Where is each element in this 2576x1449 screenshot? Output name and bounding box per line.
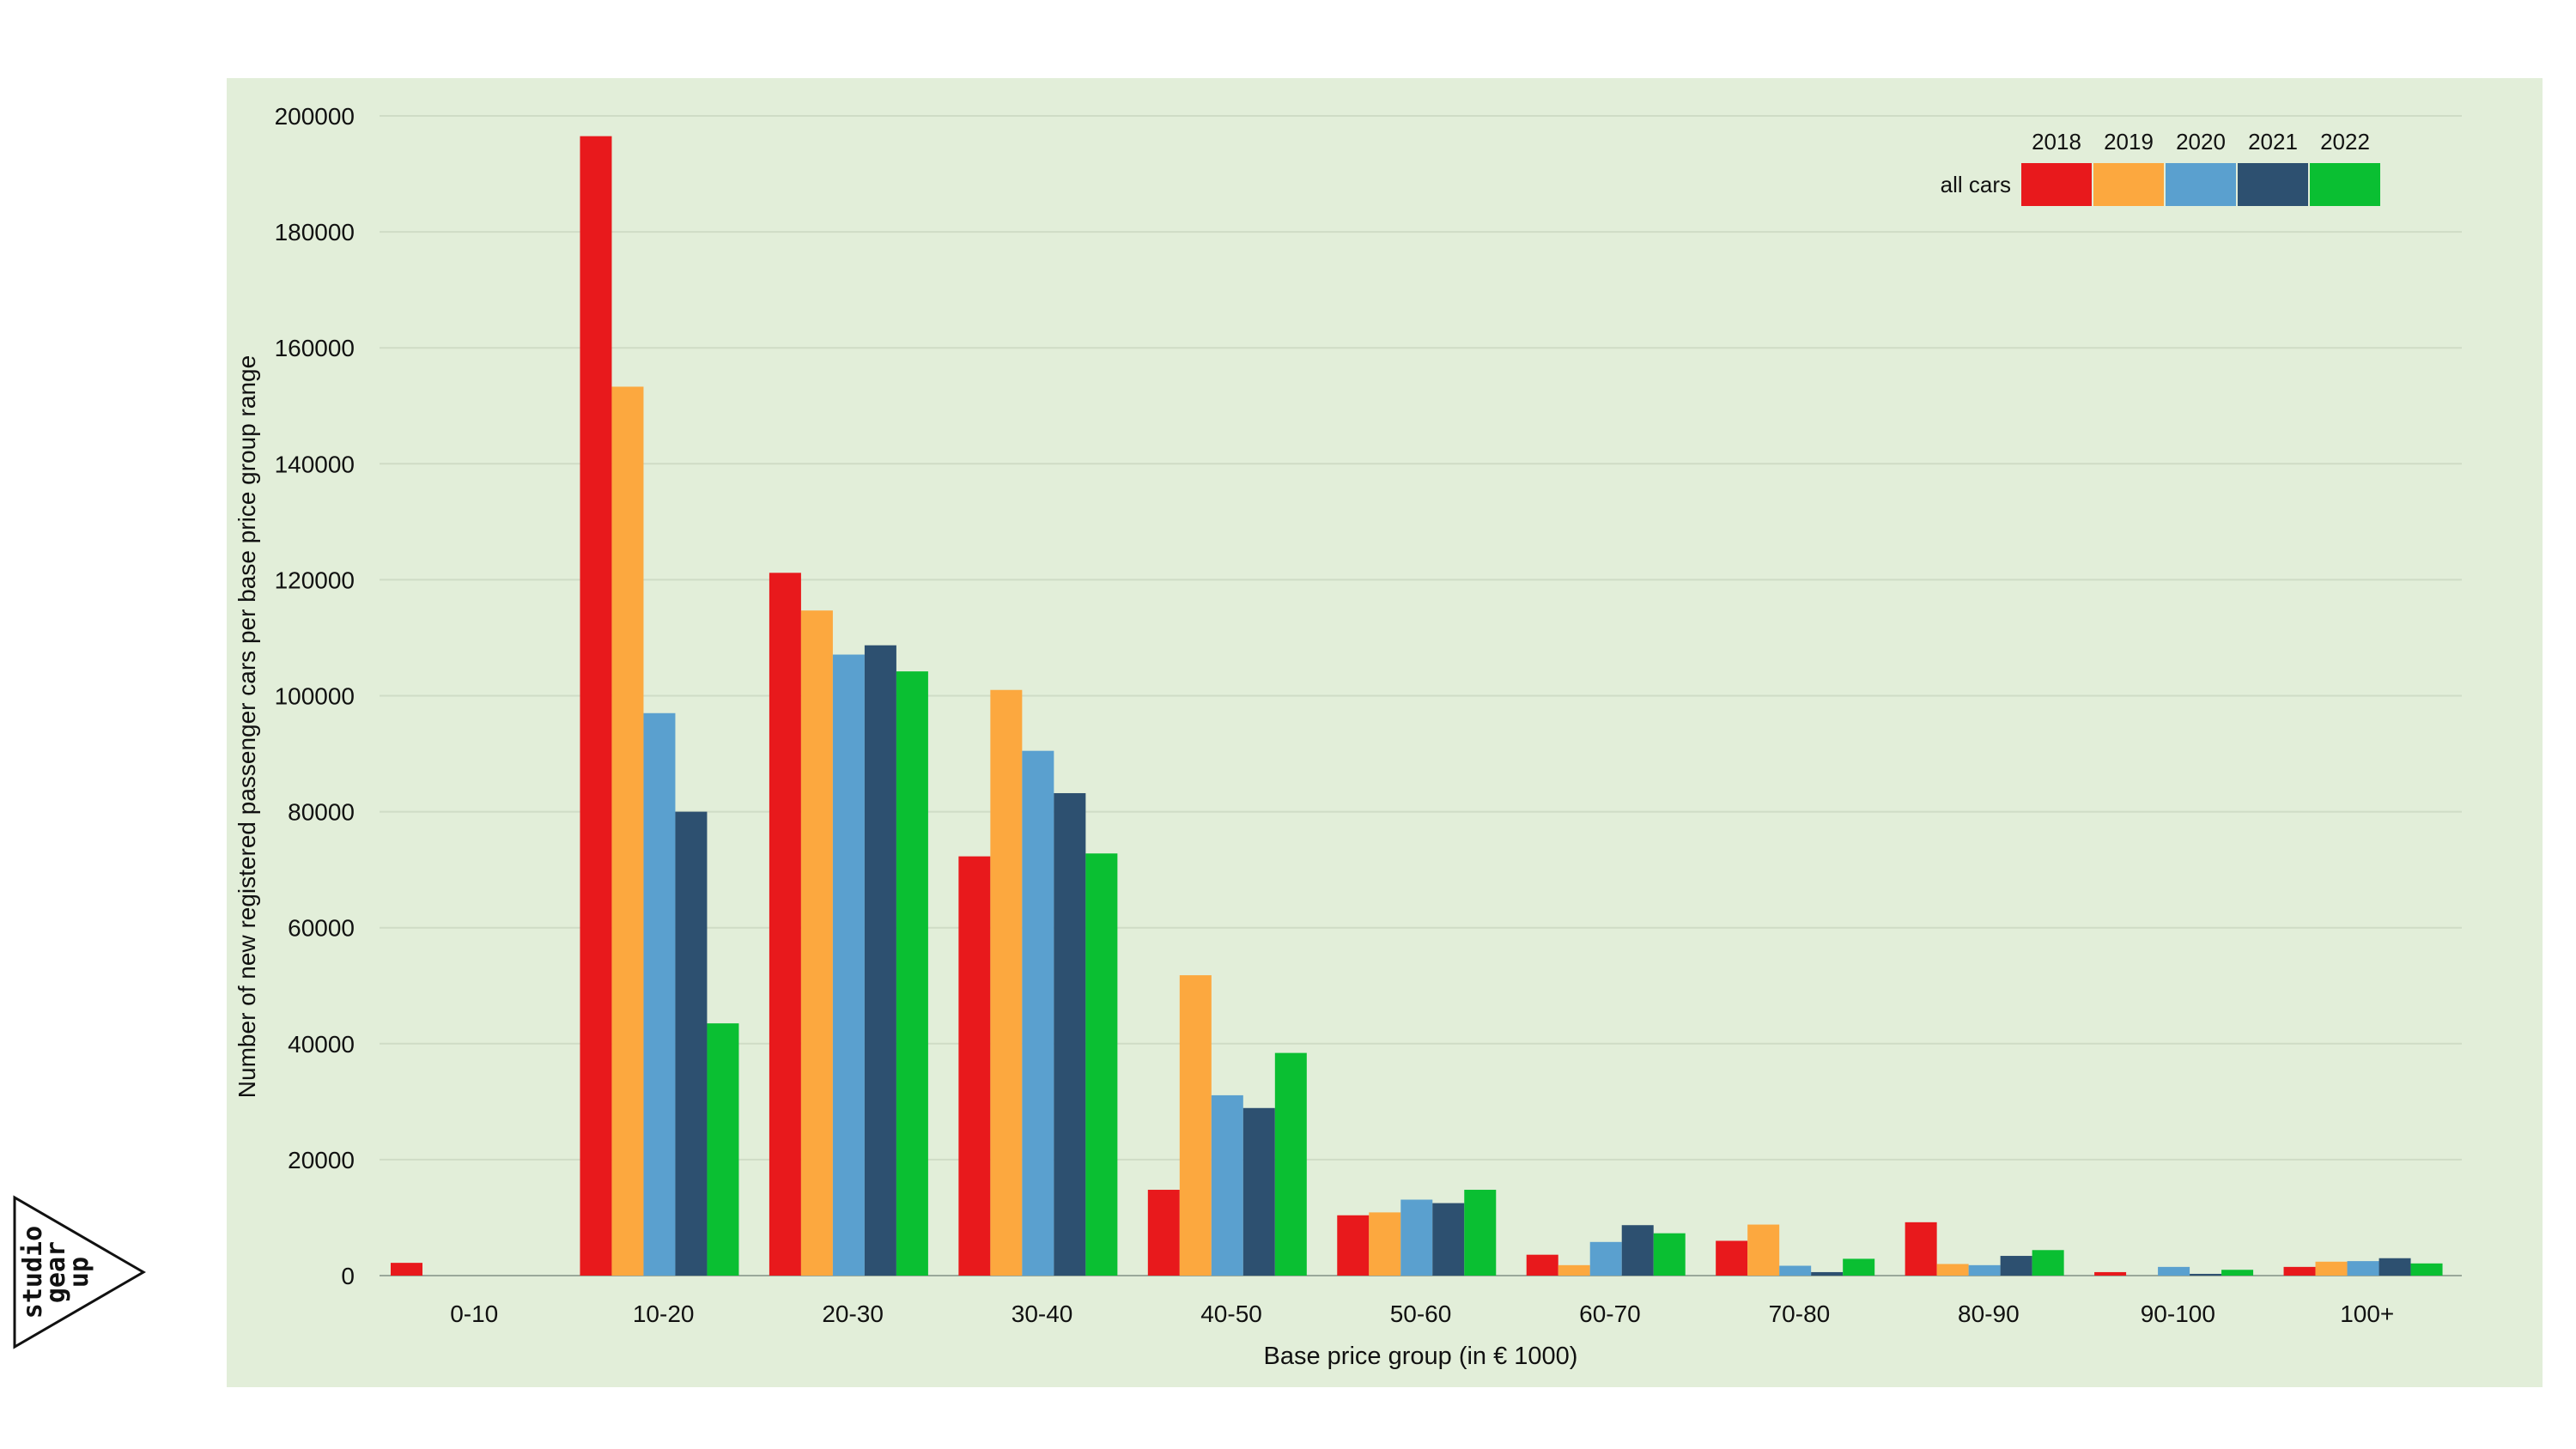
bar-2018-20-30 bbox=[769, 573, 801, 1276]
y-tick-label: 0 bbox=[341, 1263, 355, 1289]
y-tick-label: 20000 bbox=[288, 1147, 355, 1173]
bar-2021-10-20 bbox=[675, 811, 708, 1276]
bar-2018-60-70 bbox=[1526, 1254, 1558, 1276]
bar-2019-100+ bbox=[2315, 1261, 2348, 1276]
x-tick-label: 100+ bbox=[2340, 1300, 2394, 1327]
bar-2021-80-90 bbox=[2000, 1256, 2032, 1276]
y-tick-label: 160000 bbox=[275, 335, 355, 361]
bar-2018-0-10 bbox=[391, 1263, 422, 1276]
bar-2019-80-90 bbox=[1936, 1264, 1969, 1276]
legend-swatch-2022 bbox=[2310, 163, 2380, 206]
bar-2021-20-30 bbox=[864, 645, 896, 1276]
y-tick-label: 80000 bbox=[288, 799, 355, 826]
chart-panel: 0 20000 40000 60000 80000 100000 120000 140000 1… bbox=[227, 78, 2543, 1387]
legend-swatch-2020 bbox=[2166, 163, 2236, 206]
y-tick-label: 180000 bbox=[275, 219, 355, 246]
bar-2021-40-50 bbox=[1242, 1107, 1275, 1276]
bar-2022-100+ bbox=[2410, 1263, 2443, 1276]
bar-2018-10-20 bbox=[580, 136, 612, 1276]
bar-chart: 0 20000 40000 60000 80000 100000 120000 140000 1… bbox=[234, 103, 2462, 1370]
bar-2019-50-60 bbox=[1369, 1212, 1401, 1276]
bar-2018-30-40 bbox=[958, 856, 991, 1276]
bar-2022-10-20 bbox=[707, 1023, 739, 1276]
y-axis-title: Number of new registered passenger cars … bbox=[234, 355, 260, 1098]
bar-2022-30-40 bbox=[1085, 853, 1118, 1276]
bar-2021-90-100 bbox=[2190, 1273, 2222, 1276]
legend-year-label: 2020 bbox=[2176, 129, 2226, 155]
y-tick-label: 200000 bbox=[275, 103, 355, 130]
bar-2022-50-60 bbox=[1464, 1190, 1497, 1276]
x-tick-label: 10-20 bbox=[633, 1300, 695, 1327]
bar-2018-70-80 bbox=[1716, 1240, 1748, 1276]
legend-swatch-2019 bbox=[2093, 163, 2164, 206]
legend-swatch-2021 bbox=[2238, 163, 2308, 206]
bar-2021-100+ bbox=[2379, 1258, 2411, 1276]
bar-2019-30-40 bbox=[990, 689, 1023, 1276]
bar-2020-90-100 bbox=[2158, 1266, 2190, 1276]
bar-2018-40-50 bbox=[1147, 1190, 1180, 1276]
bar-2022-40-50 bbox=[1274, 1052, 1307, 1276]
bar-2019-40-50 bbox=[1179, 975, 1212, 1276]
bar-2021-50-60 bbox=[1432, 1203, 1465, 1276]
y-tick-label: 40000 bbox=[288, 1031, 355, 1058]
legend-row-label: all cars bbox=[1941, 172, 2011, 197]
x-tick-label: 90-100 bbox=[2141, 1300, 2215, 1327]
legend-year-label: 2018 bbox=[2032, 129, 2081, 155]
x-tick-label: 0-10 bbox=[450, 1300, 498, 1327]
bar-2021-60-70 bbox=[1621, 1225, 1654, 1276]
x-tick-label: 70-80 bbox=[1769, 1300, 1831, 1327]
y-tick-label: 100000 bbox=[275, 683, 355, 710]
y-tick-label: 140000 bbox=[275, 451, 355, 477]
legend-year-label: 2022 bbox=[2320, 129, 2370, 155]
bar-2022-70-80 bbox=[1843, 1258, 1875, 1276]
bar-2021-70-80 bbox=[1811, 1271, 1844, 1276]
x-axis-title: Base price group (in € 1000) bbox=[1264, 1343, 1578, 1370]
logo-text-line: up bbox=[64, 1257, 94, 1288]
bar-2020-50-60 bbox=[1400, 1199, 1433, 1276]
bar-2022-90-100 bbox=[2221, 1270, 2254, 1276]
bar-2022-80-90 bbox=[2032, 1250, 2064, 1276]
bar-2019-60-70 bbox=[1558, 1264, 1590, 1276]
legend-year-label: 2019 bbox=[2104, 129, 2154, 155]
bar-2020-20-30 bbox=[832, 654, 865, 1276]
bar-2018-50-60 bbox=[1337, 1215, 1370, 1276]
bar-2019-10-20 bbox=[611, 386, 644, 1276]
bar-2020-60-70 bbox=[1589, 1241, 1622, 1276]
x-tick-label: 80-90 bbox=[1958, 1300, 2020, 1327]
bar-2020-30-40 bbox=[1022, 750, 1054, 1276]
legend-year-label: 2021 bbox=[2248, 129, 2298, 155]
y-tick-label: 120000 bbox=[275, 567, 355, 593]
bar-2020-10-20 bbox=[643, 712, 676, 1276]
bar-2020-70-80 bbox=[1779, 1265, 1812, 1276]
x-tick-label: 40-50 bbox=[1200, 1300, 1262, 1327]
bar-2018-100+ bbox=[2283, 1266, 2316, 1276]
x-tick-label: 20-30 bbox=[822, 1300, 884, 1327]
bar-2019-20-30 bbox=[800, 610, 833, 1276]
y-tick-label: 60000 bbox=[288, 915, 355, 942]
bar-2021-30-40 bbox=[1054, 792, 1086, 1276]
x-tick-label: 60-70 bbox=[1579, 1300, 1641, 1327]
bar-2020-40-50 bbox=[1211, 1094, 1243, 1276]
logo-text-line: studio bbox=[18, 1226, 48, 1319]
bar-2019-70-80 bbox=[1747, 1224, 1780, 1276]
bar-2020-100+ bbox=[2347, 1261, 2379, 1276]
x-tick-label: 30-40 bbox=[1012, 1300, 1073, 1327]
x-tick-label: 50-60 bbox=[1390, 1300, 1452, 1327]
bar-2018-80-90 bbox=[1905, 1222, 1937, 1276]
legend-swatch-2018 bbox=[2021, 163, 2092, 206]
logo-text-line: gear bbox=[41, 1241, 71, 1303]
bar-2022-60-70 bbox=[1653, 1233, 1686, 1276]
bar-2022-20-30 bbox=[896, 671, 928, 1276]
bar-2020-80-90 bbox=[1968, 1264, 2001, 1276]
bar-2018-90-100 bbox=[2094, 1271, 2127, 1276]
